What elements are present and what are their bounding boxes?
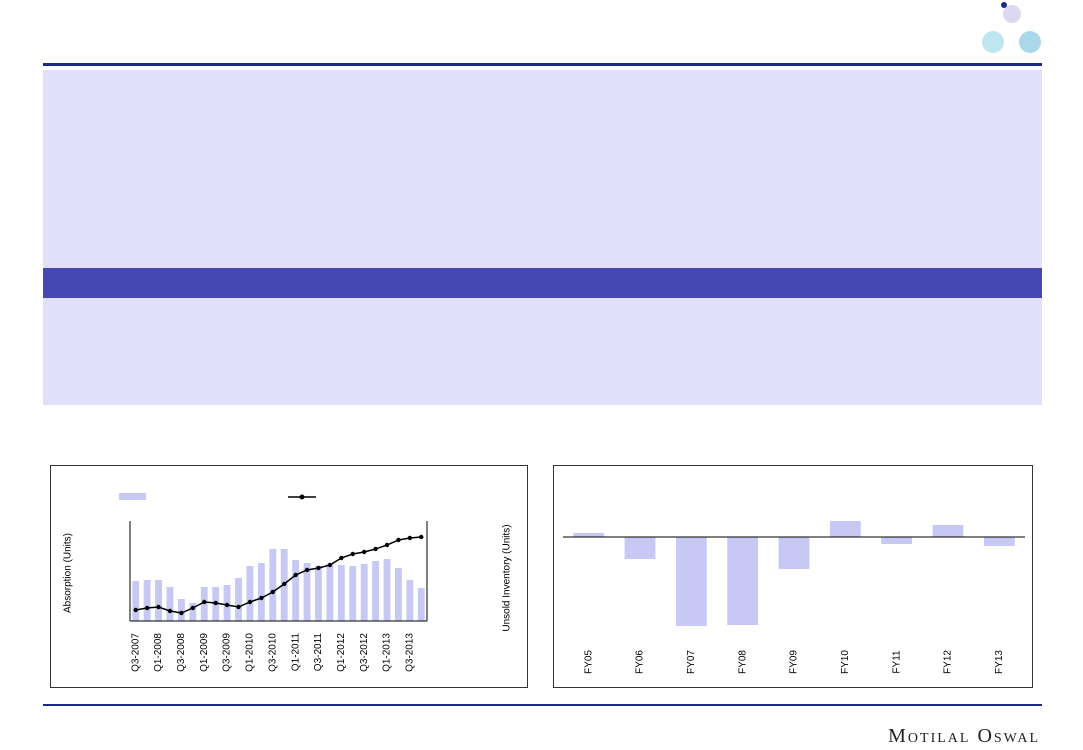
point — [144, 605, 150, 611]
bar — [675, 537, 707, 626]
text-panel — [43, 70, 1042, 268]
x-tick-label: Q3-2010 — [267, 633, 278, 672]
point — [316, 565, 321, 571]
x-tick-label: Q3-2011 — [313, 633, 324, 672]
bar — [189, 603, 197, 621]
bottom-rule — [43, 704, 1042, 706]
top-rule — [43, 63, 1042, 66]
bar — [881, 537, 913, 544]
bar — [573, 533, 605, 537]
point — [224, 602, 230, 608]
bar — [177, 599, 185, 621]
x-tick-label: FY06 — [635, 650, 646, 674]
x-tick-label: FY08 — [737, 650, 748, 674]
bar — [417, 588, 425, 621]
x-tick-label: Q1-2010 — [245, 633, 256, 672]
brand: Motilal Oswal — [888, 725, 1040, 747]
point — [190, 605, 196, 611]
bar — [360, 564, 368, 621]
bar — [326, 564, 334, 621]
bar — [406, 580, 414, 621]
x-tick-label: Q3-2012 — [359, 633, 370, 672]
bar — [383, 559, 391, 621]
point — [339, 555, 344, 561]
bar — [727, 537, 759, 625]
x-tick-label: Q1-2011 — [290, 633, 301, 672]
text-panel — [43, 298, 1042, 405]
header-band — [43, 268, 1042, 298]
point — [327, 562, 333, 568]
bar — [349, 566, 357, 621]
point — [373, 546, 378, 552]
bar — [372, 561, 380, 621]
bar — [829, 521, 861, 537]
bar — [166, 587, 174, 621]
point — [247, 599, 253, 605]
x-tick-label: Q3-2008 — [176, 633, 187, 672]
point — [156, 604, 161, 610]
bar — [337, 565, 345, 621]
y-axis-label: Unsold Inventory (Units) — [502, 524, 513, 631]
point — [133, 607, 138, 613]
bar — [303, 563, 311, 621]
x-tick-label: FY11 — [891, 650, 902, 674]
point — [361, 549, 367, 555]
bar — [932, 525, 964, 537]
point — [304, 567, 310, 573]
x-tick-label: FY05 — [583, 650, 594, 674]
x-tick-label: FY07 — [686, 650, 697, 674]
point — [350, 551, 355, 557]
bar — [132, 581, 140, 621]
point — [179, 610, 184, 616]
x-tick-label: Q3-2009 — [222, 633, 233, 672]
bar — [143, 580, 151, 621]
point — [407, 535, 413, 541]
x-tick-label: FY12 — [943, 650, 954, 674]
chart-frame — [553, 465, 1033, 688]
point — [384, 542, 390, 548]
x-tick-label: FY10 — [840, 650, 851, 674]
bar — [778, 537, 810, 569]
point — [236, 604, 241, 610]
x-tick-label: Q3-2007 — [130, 633, 141, 672]
point — [282, 581, 287, 587]
x-tick-label: Q1-2008 — [153, 633, 164, 672]
x-tick-label: Q1-2013 — [382, 633, 393, 672]
point — [419, 534, 424, 540]
bar — [292, 560, 300, 621]
bar — [235, 578, 242, 621]
x-tick-label: Q3-2013 — [405, 633, 416, 672]
bar — [155, 580, 162, 621]
bar — [257, 563, 265, 621]
bar — [983, 537, 1015, 546]
bar — [624, 537, 656, 559]
x-tick-label: FY13 — [994, 650, 1005, 674]
bar — [269, 549, 277, 621]
point — [270, 589, 275, 595]
bar — [315, 566, 322, 621]
point — [259, 595, 264, 601]
bar — [246, 566, 254, 621]
point — [213, 600, 218, 606]
point — [396, 537, 401, 543]
x-tick-label: FY09 — [789, 650, 800, 674]
x-tick-label: Q1-2009 — [199, 633, 210, 672]
y-axis-label: Absorption (Units) — [63, 533, 74, 613]
logo — [982, 2, 1041, 53]
x-tick-label: Q1-2012 — [336, 633, 347, 672]
point — [293, 572, 298, 578]
point — [167, 608, 173, 614]
point — [202, 599, 207, 605]
legend — [119, 493, 316, 500]
bar — [395, 568, 402, 621]
